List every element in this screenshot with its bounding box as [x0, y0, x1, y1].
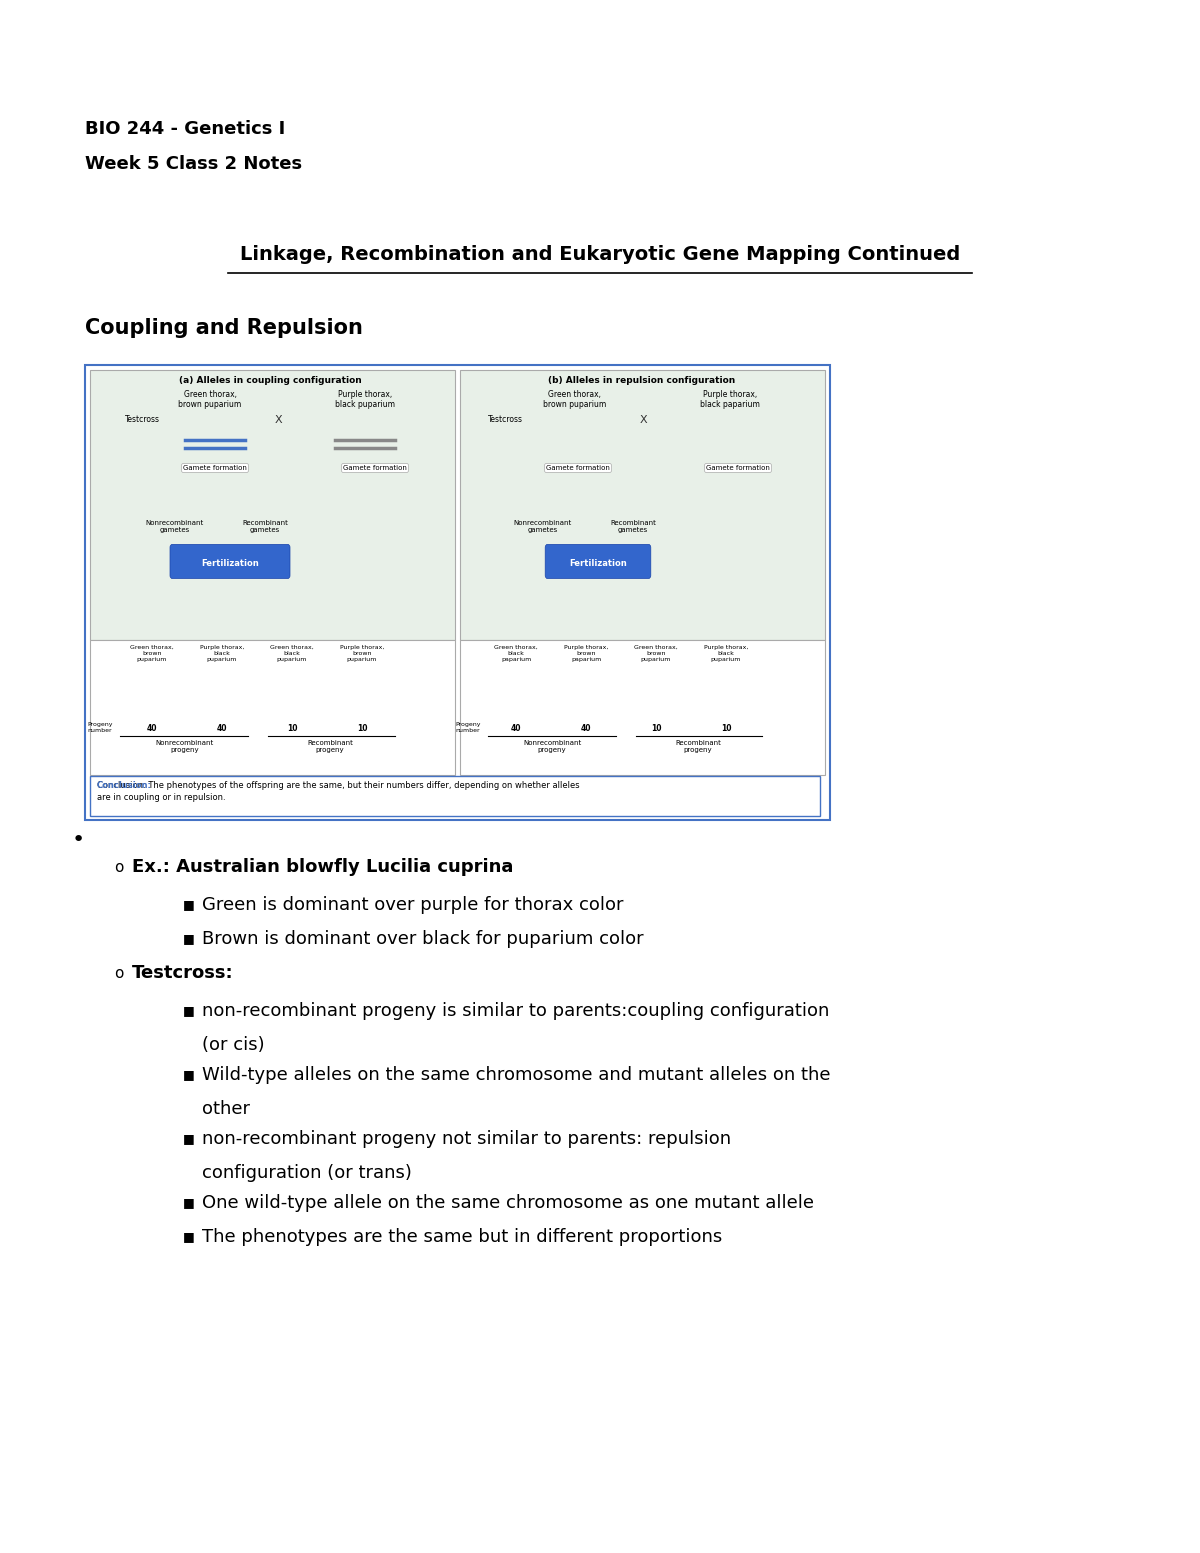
Text: Recombinant
gametes: Recombinant gametes: [242, 520, 288, 533]
Text: 40: 40: [511, 724, 521, 733]
Text: Purple thorax,
black puparium: Purple thorax, black puparium: [335, 390, 395, 410]
Text: ■: ■: [182, 1003, 194, 1017]
Text: Coupling and Repulsion: Coupling and Repulsion: [85, 318, 362, 339]
Text: (b) Alleles in repulsion configuration: (b) Alleles in repulsion configuration: [548, 376, 736, 385]
Text: Ex.: Australian blowfly Lucilia cuprina: Ex.: Australian blowfly Lucilia cuprina: [132, 857, 514, 876]
Text: (a) Alleles in coupling configuration: (a) Alleles in coupling configuration: [179, 376, 361, 385]
Text: ■: ■: [182, 1230, 194, 1242]
Text: Week 5 Class 2 Notes: Week 5 Class 2 Notes: [85, 155, 302, 172]
Text: Green is dominant over purple for thorax color: Green is dominant over purple for thorax…: [202, 896, 624, 915]
Text: 40: 40: [217, 724, 227, 733]
Text: Testcross: Testcross: [488, 415, 523, 424]
Text: Purple thorax,
brown
puparium: Purple thorax, brown puparium: [340, 644, 384, 662]
Text: Purple thorax,
black
puparium: Purple thorax, black puparium: [200, 644, 244, 662]
Text: Gamete formation: Gamete formation: [706, 464, 770, 471]
Text: Gamete formation: Gamete formation: [184, 464, 247, 471]
Text: Fertilization: Fertilization: [569, 559, 626, 567]
FancyBboxPatch shape: [90, 640, 455, 775]
Text: Linkage, Recombination and Eukaryotic Gene Mapping Continued: Linkage, Recombination and Eukaryotic Ge…: [240, 245, 960, 264]
Text: Recombinant
progeny: Recombinant progeny: [307, 739, 353, 753]
Text: Purple thorax,
black
puparium: Purple thorax, black puparium: [704, 644, 748, 662]
Text: Nonrecombinant
gametes: Nonrecombinant gametes: [514, 520, 572, 533]
Text: Recombinant
gametes: Recombinant gametes: [610, 520, 656, 533]
Text: 10: 10: [356, 724, 367, 733]
Text: Progeny
number: Progeny number: [88, 722, 113, 733]
Text: X: X: [640, 415, 647, 426]
Text: Nonrecombinant
gametes: Nonrecombinant gametes: [146, 520, 204, 533]
Text: o: o: [114, 860, 124, 874]
Text: •: •: [72, 829, 85, 849]
Text: non-recombinant progeny is similar to parents:coupling configuration: non-recombinant progeny is similar to pa…: [202, 1002, 829, 1020]
Text: BIO 244 - Genetics I: BIO 244 - Genetics I: [85, 120, 286, 138]
Text: 10: 10: [650, 724, 661, 733]
Text: Nonrecombinant
progeny: Nonrecombinant progeny: [156, 739, 214, 753]
Text: Gamete formation: Gamete formation: [546, 464, 610, 471]
Text: Brown is dominant over black for puparium color: Brown is dominant over black for pupariu…: [202, 930, 643, 947]
FancyBboxPatch shape: [90, 370, 455, 640]
Text: ■: ■: [182, 898, 194, 912]
Text: Nonrecombinant
progeny: Nonrecombinant progeny: [523, 739, 581, 753]
Text: Gamete formation: Gamete formation: [343, 464, 407, 471]
FancyBboxPatch shape: [460, 640, 826, 775]
Text: Green thorax,
brown
puparium: Green thorax, brown puparium: [634, 644, 678, 662]
Text: The phenotypes are the same but in different proportions: The phenotypes are the same but in diffe…: [202, 1228, 722, 1246]
Text: ■: ■: [182, 1132, 194, 1145]
Text: Fertilization: Fertilization: [202, 559, 259, 567]
Text: Testcross: Testcross: [125, 415, 160, 424]
Text: Green thorax,
black
paparium: Green thorax, black paparium: [494, 644, 538, 662]
Text: Wild-type alleles on the same chromosome and mutant alleles on the: Wild-type alleles on the same chromosome…: [202, 1065, 830, 1084]
Text: Testcross:: Testcross:: [132, 964, 234, 981]
Text: 10: 10: [721, 724, 731, 733]
Text: 40: 40: [146, 724, 157, 733]
FancyBboxPatch shape: [545, 545, 650, 579]
Text: Green thorax,
brown puparium: Green thorax, brown puparium: [179, 390, 241, 410]
FancyBboxPatch shape: [85, 365, 830, 820]
Text: ■: ■: [182, 932, 194, 944]
Text: configuration (or trans): configuration (or trans): [202, 1165, 412, 1182]
Text: Conclusion:: Conclusion:: [97, 781, 152, 790]
Text: Conclusion: The phenotypes of the offspring are the same, but their numbers diff: Conclusion: The phenotypes of the offspr…: [97, 781, 580, 801]
Text: Purple thorax,
black paparium: Purple thorax, black paparium: [700, 390, 760, 410]
Text: non-recombinant progeny not similar to parents: repulsion: non-recombinant progeny not similar to p…: [202, 1131, 731, 1148]
Text: Green thorax,
black
puparium: Green thorax, black puparium: [270, 644, 314, 662]
FancyBboxPatch shape: [460, 370, 826, 640]
Text: X: X: [274, 415, 282, 426]
Text: One wild-type allele on the same chromosome as one mutant allele: One wild-type allele on the same chromos…: [202, 1194, 814, 1211]
Text: Purple thorax,
brown
paparium: Purple thorax, brown paparium: [564, 644, 608, 662]
Text: ■: ■: [182, 1196, 194, 1208]
Text: other: other: [202, 1100, 250, 1118]
FancyBboxPatch shape: [170, 545, 290, 579]
FancyBboxPatch shape: [90, 776, 820, 815]
Text: ■: ■: [182, 1068, 194, 1081]
Text: o: o: [114, 966, 124, 981]
Text: (or cis): (or cis): [202, 1036, 265, 1054]
Text: 40: 40: [581, 724, 592, 733]
Text: 10: 10: [287, 724, 298, 733]
Text: Recombinant
progeny: Recombinant progeny: [676, 739, 721, 753]
Text: Green thorax,
brown
puparium: Green thorax, brown puparium: [130, 644, 174, 662]
Text: Progeny
number: Progeny number: [455, 722, 481, 733]
Text: Green thorax,
brown puparium: Green thorax, brown puparium: [544, 390, 607, 410]
